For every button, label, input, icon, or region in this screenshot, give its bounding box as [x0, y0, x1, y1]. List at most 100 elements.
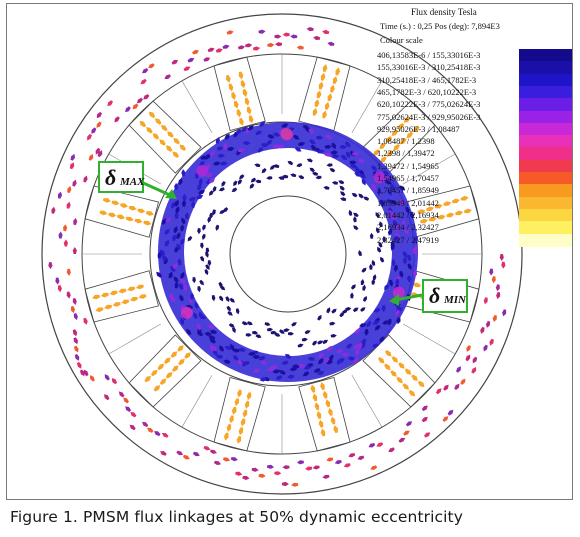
rotor-flux-arrow: [331, 142, 336, 150]
inner-flux-arrow: [369, 263, 373, 270]
rotor-flux-arrow: [178, 282, 184, 290]
rotor-flux-arrow: [340, 144, 347, 149]
tooth-flux-arrow: [373, 149, 380, 156]
inner-flux-arrow: [212, 186, 217, 193]
tooth-flux-arrow: [325, 399, 330, 408]
legend-row: 1,54965 / 1,70457: [347, 172, 572, 185]
rotor-flux-arrow: [324, 144, 332, 149]
yoke-flux-arrow: [72, 247, 77, 254]
rotor-flux-arrow: [324, 357, 330, 364]
yoke-flux-arrow: [63, 239, 68, 247]
rotor-flux-arrow: [178, 178, 183, 185]
rotor-flux-arrow: [393, 265, 398, 273]
rotor-flux-arrow: [341, 352, 349, 357]
rotor-flux-arrow: [381, 305, 386, 313]
rotor-inner-flux-arrows: [187, 158, 386, 348]
inner-flux-arrow: [207, 216, 211, 223]
legend-time-position: Time (s.) : 0,25 Pos (deg): 7,894E3: [380, 21, 500, 31]
rotor-flux-arrow: [181, 169, 186, 177]
rotor-flux-arrow: [177, 258, 182, 266]
rotor-flux-arrow: [196, 194, 204, 200]
tooth-flux-arrow: [426, 206, 435, 211]
tooth-flux-arrow: [451, 198, 460, 204]
tooth-flux-arrow: [318, 419, 324, 428]
tooth-flux-arrow: [111, 200, 120, 206]
rotor-flux-arrow: [407, 275, 412, 283]
inner-flux-arrow: [266, 176, 273, 180]
inner-flux-arrow: [261, 168, 267, 174]
yoke-flux-arrow: [466, 345, 471, 352]
inner-flux-arrow: [379, 221, 383, 228]
yoke-flux-arrow: [501, 261, 506, 269]
yoke-flux-arrow: [142, 421, 149, 428]
rotor-flux-arrow: [198, 178, 203, 186]
rotor-flux-arrow: [215, 354, 223, 359]
yoke-flux-arrow: [235, 471, 243, 476]
yoke-flux-arrow: [496, 292, 501, 300]
rotor-flux-arrow: [294, 146, 302, 152]
yoke-flux-arrow: [424, 432, 431, 438]
tooth-flux-arrow: [380, 156, 387, 163]
yoke-flux-arrow: [489, 338, 494, 346]
rotor-flux-arrow: [223, 359, 231, 364]
rotor-flux-arrow: [161, 218, 167, 225]
tooth-flux-arrow: [330, 84, 335, 93]
rotor-flux-arrow: [336, 358, 342, 365]
inner-flux-arrow: [287, 161, 294, 166]
inner-flux-arrow: [345, 307, 352, 311]
inner-flux-arrow: [360, 307, 366, 312]
yoke-flux-arrow: [72, 179, 77, 187]
rotor-flux-arrow: [174, 211, 179, 219]
rotor-flux-arrow: [176, 232, 181, 239]
tooth-flux-arrow: [138, 294, 147, 299]
tooth-flux-arrow: [314, 402, 320, 411]
yoke-flux-arrow: [226, 30, 234, 35]
tooth-flux-arrow: [143, 220, 152, 226]
rotor-flux-arrow: [258, 355, 266, 361]
tooth-flux-arrow: [240, 418, 246, 427]
legend-scale-label: Colour scale: [380, 35, 423, 45]
rotor-flux-arrow: [173, 262, 178, 270]
inner-flux-arrow: [362, 296, 367, 302]
legend-range-label: 1,54965 / 1,70457: [377, 173, 439, 183]
tooth-flux-arrow: [328, 407, 333, 416]
tooth-flux-arrow: [391, 129, 399, 136]
inner-flux-arrow: [233, 180, 238, 187]
rotor-flux-arrow: [364, 328, 369, 336]
inner-flux-arrow: [225, 296, 230, 303]
tooth-flux-arrow: [455, 210, 464, 216]
delta-min-pointer-head: [389, 294, 399, 306]
yoke-flux-arrow: [343, 463, 351, 468]
rotor-flux-arrow: [259, 377, 267, 382]
inner-flux-arrow: [377, 246, 382, 253]
inner-flux-arrow: [350, 292, 354, 299]
yoke-flux-arrow: [73, 217, 78, 225]
tooth-flux-arrow: [316, 410, 322, 419]
rotor-flux-arrow: [207, 324, 215, 329]
tooth-flux-arrow: [109, 290, 118, 296]
yoke-flux-arrow: [491, 276, 496, 284]
rotor-flux-arrow: [181, 217, 186, 225]
inner-flux-arrow: [207, 260, 212, 267]
yoke-flux-arrow: [282, 465, 290, 470]
tooth-flux-arrow: [314, 99, 320, 108]
tooth-flux-arrow: [231, 92, 236, 101]
rotor-flux-arrow: [359, 323, 367, 328]
yoke-flux-arrow: [274, 471, 282, 476]
inner-flux-arrow: [254, 163, 261, 168]
rotor-flux-arrow: [293, 134, 300, 140]
inner-flux-arrow: [339, 185, 345, 191]
tooth-flux-arrow: [236, 435, 242, 444]
tooth-flux-arrow: [170, 351, 178, 358]
yoke-flux-arrow: [492, 315, 497, 322]
tooth-flux-arrow: [320, 382, 325, 391]
rotor-flux-arrow: [273, 132, 281, 137]
yoke-flux-arrow: [258, 29, 266, 34]
legend-swatch: [519, 49, 572, 62]
rotor-flux-arrow: [377, 188, 382, 196]
yoke-flux-arrow: [442, 416, 449, 422]
tooth-flux-arrow: [446, 212, 455, 218]
rotor-flux-arrow: [198, 311, 203, 319]
yoke-flux-arrow: [48, 262, 53, 270]
rotor-flux-arrow: [387, 189, 392, 196]
